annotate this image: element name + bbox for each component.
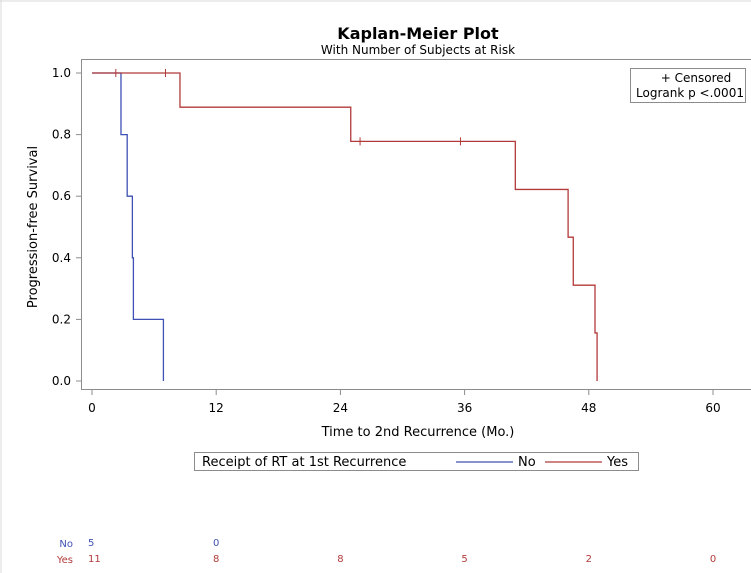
km-curve-yes — [92, 72, 598, 381]
inset-box: + Censored Logrank p <.0001 — [630, 68, 746, 103]
x-tick-label-2: 24 — [333, 401, 348, 415]
x-tick-label-5: 60 — [705, 401, 720, 415]
y-tick-label-5: 1.0 — [52, 66, 71, 80]
y-tick-label-1: 0.2 — [52, 312, 71, 326]
x-tick-label-1: 12 — [209, 401, 224, 415]
x-tick-label-4: 48 — [581, 401, 596, 415]
legend-label-no: No — [518, 455, 536, 470]
at-risk-table: No 5 0 Yes 11 8 8 5 2 0 — [56, 538, 716, 566]
x-axis: 0 12 24 36 48 60 — [88, 390, 721, 415]
y-axis-label: Progression-free Survival — [26, 146, 41, 308]
x-tick-label-3: 36 — [457, 401, 472, 415]
km-curve-no — [92, 72, 165, 381]
at-risk-yes-0: 11 — [88, 554, 101, 565]
at-risk-yes-48: 2 — [586, 554, 592, 565]
y-tick-label-2: 0.4 — [52, 251, 71, 265]
chart-subtitle: With Number of Subjects at Risk — [321, 43, 515, 57]
at-risk-yes-60: 0 — [710, 554, 716, 565]
y-tick-label-0: 0.0 — [52, 374, 71, 388]
inset-logrank: Logrank p <.0001 — [636, 86, 744, 100]
chart-title: Kaplan-Meier Plot — [337, 24, 499, 43]
at-risk-yes-36: 5 — [461, 554, 467, 565]
at-risk-no-12: 0 — [213, 538, 219, 549]
series-layer — [92, 69, 598, 381]
at-risk-row-label-yes: Yes — [56, 555, 73, 566]
legend-title: Receipt of RT at 1st Recurrence — [202, 455, 406, 470]
at-risk-yes-24: 8 — [337, 554, 343, 565]
at-risk-no-0: 5 — [88, 538, 94, 549]
inset-censored: + Censored — [661, 71, 732, 85]
legend-label-yes: Yes — [606, 455, 628, 470]
y-axis: 0.0 0.2 0.4 0.6 0.8 1.0 — [52, 66, 81, 388]
at-risk-yes-12: 8 — [213, 554, 219, 565]
legend: Receipt of RT at 1st Recurrence No Yes — [194, 452, 639, 471]
y-tick-label-3: 0.6 — [52, 189, 71, 203]
y-tick-label-4: 0.8 — [52, 128, 71, 142]
plot-frame — [81, 59, 751, 390]
at-risk-row-label-no: No — [59, 539, 73, 550]
x-tick-label-0: 0 — [88, 401, 96, 415]
x-axis-label: Time to 2nd Recurrence (Mo.) — [321, 425, 515, 440]
